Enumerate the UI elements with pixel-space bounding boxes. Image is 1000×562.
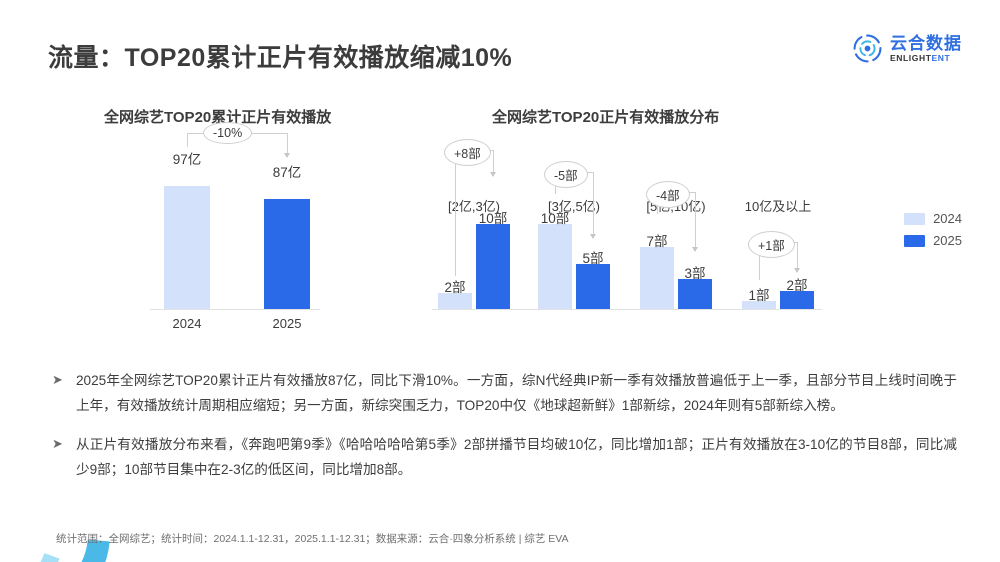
annotation-delta-group-4: +1部 — [748, 231, 795, 258]
page-title: 流量：TOP20累计正片有效播放缩减10% — [48, 44, 513, 72]
logo-en-dark: ENLIGHT — [890, 52, 932, 63]
category-label-group-4: 10亿及以上 — [744, 199, 812, 214]
category-label-group-2: [3亿,5亿) — [547, 199, 600, 214]
chart-title-play-distribution: 全网综艺TOP20正片有效播放分布 — [492, 109, 720, 126]
legend-swatch-2025-icon — [904, 234, 926, 247]
bar-2025 — [576, 264, 610, 309]
bar-2025 — [264, 199, 310, 309]
brand-logo: 云合数据 ENLIGHTENT — [852, 33, 962, 64]
chart-play-distribution: 2部 10部 [2亿,3亿) +8部 10部 5部 [3亿,5亿) -5部 7部 — [432, 139, 822, 310]
bar-value-2024: 97亿 — [172, 152, 202, 167]
category-label-2025: 2025 — [272, 316, 302, 331]
bar-2024 — [640, 247, 674, 309]
bar-2025 — [678, 279, 712, 309]
logo-en-blue: ENT — [931, 52, 951, 63]
legend-swatch-2024-icon — [904, 212, 926, 225]
chart-legend: 2024 2025 — [904, 211, 962, 255]
bar-value-2025: 87亿 — [272, 165, 302, 180]
category-label-2024: 2024 — [172, 316, 202, 331]
legend-item-2025[interactable]: 2025 — [904, 233, 962, 248]
bar-value-2025: 5部 — [582, 251, 604, 266]
annotation-delta-group-3: -4部 — [646, 181, 690, 208]
legend-label-2024: 2024 — [933, 211, 962, 226]
annotation-delta-total: -10% — [203, 122, 253, 144]
annotation-delta-group-2: -5部 — [544, 161, 588, 188]
chart-total-play: 97亿 2024 87亿 2025 -10% — [150, 122, 320, 331]
chart-axis-line — [432, 309, 822, 310]
bar-value-2025: 2部 — [786, 278, 808, 293]
enlightent-circle-logo-icon — [853, 34, 882, 63]
list-item: ➤ 2025年全网综艺TOP20累计正片有效播放87亿，同比下滑10%。一方面，… — [52, 368, 957, 418]
bar-value-2025: 3部 — [684, 266, 706, 281]
bar-value-2024: 1部 — [748, 288, 770, 303]
chart-title-total-play: 全网综艺TOP20累计正片有效播放 — [104, 109, 332, 126]
bar-value-2024: 2部 — [444, 280, 466, 295]
bar-value-2024: 7部 — [646, 234, 668, 249]
bar-2025 — [476, 224, 510, 309]
logo-text-en: ENLIGHTENT — [890, 54, 962, 63]
bullet-text: 从正片有效播放分布来看，《奔跑吧第9季》《哈哈哈哈哈第5季》2部拼播节目均破10… — [76, 437, 957, 477]
annotation-delta-group-1: +8部 — [444, 139, 491, 166]
list-item: ➤ 从正片有效播放分布来看，《奔跑吧第9季》《哈哈哈哈哈第5季》2部拼播节目均破… — [52, 432, 957, 482]
bar-2024 — [538, 224, 572, 309]
bar-2024 — [164, 186, 210, 309]
insights-list: ➤ 2025年全网综艺TOP20累计正片有效播放87亿，同比下滑10%。一方面，… — [52, 368, 957, 496]
legend-label-2025: 2025 — [933, 233, 962, 248]
bar-2024 — [742, 301, 776, 309]
logo-text-cn: 云合数据 — [890, 33, 962, 53]
bullet-marker-icon: ➤ — [52, 436, 63, 451]
bar-value-2024: 10部 — [540, 211, 570, 226]
bullet-marker-icon: ➤ — [52, 372, 63, 387]
chart-axis-line — [150, 309, 320, 310]
legend-item-2024[interactable]: 2024 — [904, 211, 962, 226]
bar-2025 — [780, 291, 814, 309]
category-label-group-1: [2亿,3亿) — [447, 199, 500, 214]
bar-value-2025: 10部 — [478, 211, 508, 226]
bullet-text: 2025年全网综艺TOP20累计正片有效播放87亿，同比下滑10%。一方面，综N… — [76, 373, 957, 413]
footnote: 统计范围：全网综艺；统计时间：2024.1.1-12.31，2025.1.1-1… — [56, 533, 569, 545]
bar-2024 — [438, 293, 472, 309]
